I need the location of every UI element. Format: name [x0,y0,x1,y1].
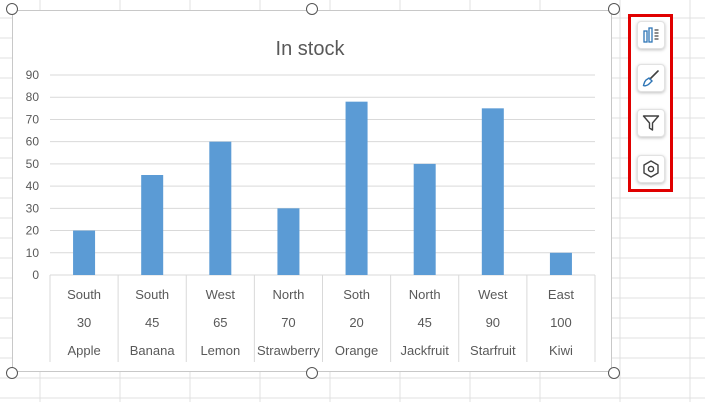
y-tick-label: 50 [26,157,40,171]
bar[interactable] [413,163,436,275]
x-category-label: Starfruit [470,343,516,358]
resize-handle-top-right[interactable] [608,3,620,15]
x-category-label: North [273,287,305,302]
y-tick-label: 60 [26,135,40,149]
x-category-label: Soth [343,287,370,302]
x-category-label: Jackfruit [400,343,449,358]
x-category-label: 65 [213,315,227,330]
chart-title[interactable]: In stock [276,38,346,60]
bar[interactable] [549,252,572,275]
x-category-label: Orange [335,343,378,358]
chart-side-toolbar [628,14,673,192]
x-category-label: Apple [67,343,100,358]
x-category-label: Banana [130,343,176,358]
resize-handle-top-center[interactable] [306,3,318,15]
y-tick-label: 40 [26,179,40,193]
bar[interactable] [141,175,164,275]
x-category-label: 30 [77,315,91,330]
x-category-label: Kiwi [549,343,573,358]
x-category-label: East [548,287,574,302]
x-category-label: West [478,287,508,302]
bar[interactable] [345,101,368,276]
y-tick-label: 20 [26,224,40,238]
x-category-label: Lemon [200,343,240,358]
format-options-button[interactable] [637,155,665,183]
bar[interactable] [209,141,232,275]
y-tick-label: 70 [26,112,40,126]
x-category-label: 45 [145,315,159,330]
y-tick-label: 30 [26,201,40,215]
gridlines [50,74,595,276]
x-category-label: West [206,287,236,302]
chart-area[interactable] [12,10,612,372]
chart-filters-icon [642,115,660,131]
y-tick-label: 0 [32,268,39,282]
bar[interactable] [481,108,504,275]
y-tick-label: 90 [26,68,40,82]
x-category-label: 90 [486,315,500,330]
chart-filters-button[interactable] [637,109,665,137]
y-axis-ticks: 0 10 20 30 40 50 60 70 80 90 [26,68,40,282]
format-options-icon [643,160,659,178]
bar[interactable] [277,208,300,275]
x-category-label: 70 [281,315,295,330]
chart-elements-icon [643,27,659,43]
bars [73,101,572,276]
x-category-label: South [135,287,169,302]
bar[interactable] [73,230,96,275]
x-category-label: 45 [417,315,431,330]
x-category-label: 100 [550,315,572,330]
x-category-label: 20 [349,315,363,330]
x-category-label: South [67,287,101,302]
resize-handle-top-left[interactable] [6,3,18,15]
x-axis-categories: South 30 Apple South 45 Banana West 65 Lemon Nort… [49,275,596,362]
x-category-label: North [409,287,441,302]
resize-handle-bottom-left[interactable] [6,367,18,379]
x-category-label: Strawberry [257,343,320,358]
y-tick-label: 10 [26,246,40,260]
chart-styles-button[interactable] [637,64,665,92]
resize-handle-bottom-center[interactable] [306,367,318,379]
y-tick-label: 80 [26,90,40,104]
resize-handle-bottom-right[interactable] [608,367,620,379]
chart-elements-button[interactable] [637,21,665,49]
chart-styles-icon [642,70,659,87]
